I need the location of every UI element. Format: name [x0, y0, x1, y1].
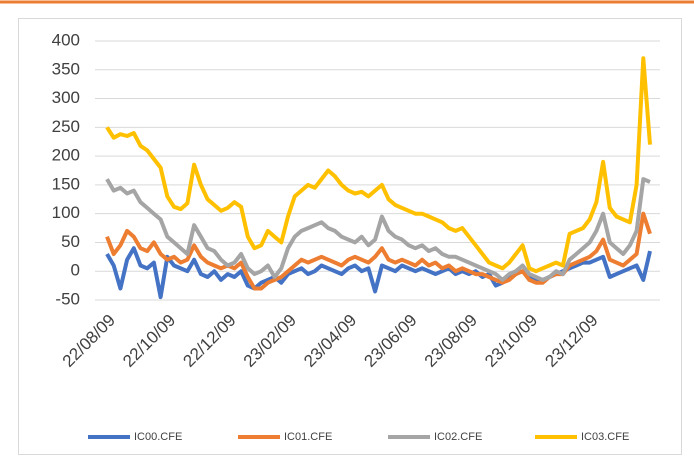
y-tick-label: 200: [52, 146, 80, 165]
series-line: [105, 177, 651, 282]
legend-label: IC03.CFE: [581, 431, 629, 443]
y-tick-label: 350: [52, 59, 80, 78]
legend-label: IC02.CFE: [434, 431, 482, 443]
y-tick-label: 250: [52, 117, 80, 136]
y-tick-label: 50: [61, 232, 80, 251]
series-line: [105, 56, 652, 274]
y-tick-label: 300: [52, 88, 80, 107]
y-tick-label: -50: [55, 289, 80, 308]
y-tick-label: 150: [52, 174, 80, 193]
y-tick-label: 0: [71, 261, 80, 280]
legend-label: IC01.CFE: [284, 431, 332, 443]
y-tick-label: 400: [52, 30, 80, 49]
legend-label: IC00.CFE: [134, 431, 182, 443]
chart-frame: [18, 18, 682, 455]
y-tick-label: 100: [52, 203, 80, 222]
